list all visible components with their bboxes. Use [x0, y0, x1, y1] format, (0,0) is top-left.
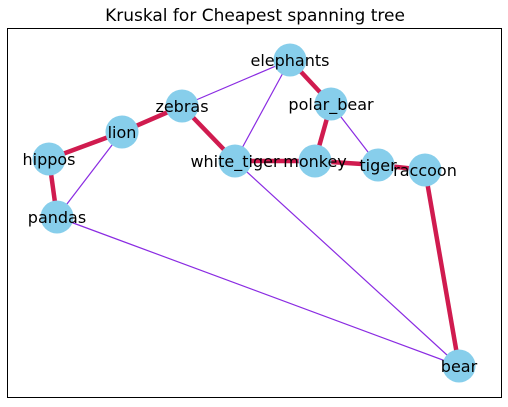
node-monkey: monkey: [283, 144, 347, 178]
node-circle-raccoon: [408, 153, 442, 187]
tree-edge-raccoon-bear: [422, 169, 462, 367]
node-circle-white_tiger: [218, 144, 252, 178]
edge-zebras-elephants: [181, 59, 291, 107]
node-tiger: tiger: [359, 148, 397, 182]
node-label-pandas: pandas: [28, 208, 86, 227]
node-circle-elephants: [273, 43, 307, 77]
chart-title: Kruskal for Cheapest spanning tree: [105, 6, 405, 26]
nodes-layer: elephants polar_bear zebras lion hippos white…: [22, 43, 478, 383]
node-circle-pandas: [40, 200, 74, 234]
node-label-bear: bear: [441, 357, 478, 376]
node-label-raccoon: raccoon: [393, 161, 457, 180]
node-pandas: pandas: [28, 200, 86, 234]
node-circle-hippos: [32, 142, 66, 176]
node-circle-zebras: [165, 89, 199, 123]
node-bear: bear: [441, 349, 478, 383]
plot-frame: [7, 28, 502, 398]
node-elephants: elephants: [251, 43, 330, 77]
node-raccoon: raccoon: [393, 153, 457, 187]
node-label-tiger: tiger: [359, 156, 397, 175]
edge-white_tiger-bear: [234, 160, 460, 367]
node-circle-lion: [105, 115, 139, 149]
node-label-elephants: elephants: [251, 51, 330, 70]
node-label-lion: lion: [108, 123, 137, 142]
edge-elephants-white_tiger: [234, 59, 291, 162]
node-label-monkey: monkey: [283, 152, 347, 171]
edge-lion-pandas: [56, 131, 123, 218]
node-circle-monkey: [298, 144, 332, 178]
node-zebras: zebras: [155, 89, 209, 123]
node-label-white_tiger: white_tiger: [190, 152, 280, 172]
node-white_tiger: white_tiger: [190, 144, 280, 178]
node-hippos: hippos: [22, 142, 76, 176]
node-circle-polar_bear: [314, 87, 348, 121]
node-label-polar_bear: polar_bear: [288, 95, 374, 115]
edge-pandas-bear: [56, 216, 460, 367]
node-circle-bear: [442, 349, 476, 383]
node-lion: lion: [105, 115, 139, 149]
node-polar_bear: polar_bear: [288, 87, 374, 121]
node-label-hippos: hippos: [22, 150, 75, 169]
node-circle-tiger: [361, 148, 395, 182]
node-label-zebras: zebras: [155, 97, 208, 116]
